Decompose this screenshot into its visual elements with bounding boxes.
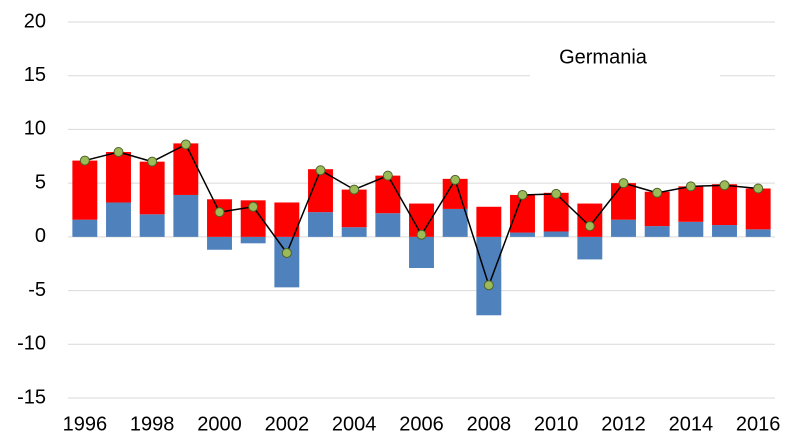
bar-segment — [611, 183, 636, 220]
bar-segment — [745, 229, 771, 237]
y-tick-label: -15 — [17, 386, 46, 408]
bar-segment — [611, 219, 636, 237]
bar-segment — [577, 203, 603, 237]
bar-segment — [173, 194, 199, 237]
y-tick-label: 0 — [35, 225, 46, 247]
bar-segment — [712, 184, 737, 226]
y-tick-label: 10 — [24, 118, 46, 140]
x-tick-label: 2016 — [736, 413, 781, 435]
x-tick-label: 1996 — [63, 413, 108, 435]
bar-segment — [678, 186, 704, 222]
y-tick-label: 20 — [24, 10, 46, 32]
bar-segment — [678, 221, 704, 237]
line-marker — [281, 247, 292, 258]
bar-segment — [72, 219, 98, 237]
bar-segment — [510, 194, 535, 233]
bar-segment — [409, 236, 434, 269]
line-marker — [719, 180, 730, 191]
line-marker — [685, 181, 696, 192]
bar-segment — [341, 189, 367, 228]
line-marker — [753, 183, 764, 194]
line-marker — [248, 201, 259, 212]
bar-segment — [712, 225, 737, 237]
line-marker — [416, 229, 427, 240]
line-marker — [483, 280, 494, 291]
bar-segment — [510, 232, 535, 237]
bar-segment — [476, 236, 502, 316]
bar-segment — [207, 236, 232, 250]
x-tick-label: 2004 — [332, 413, 377, 435]
line-marker — [618, 178, 629, 189]
bar-segment — [476, 206, 502, 237]
bar-segment — [139, 161, 165, 215]
bar-segment — [375, 175, 401, 214]
bar-segment — [240, 236, 266, 244]
bar-segment — [106, 202, 131, 237]
line-marker — [382, 170, 393, 181]
y-tick-label: 15 — [24, 64, 46, 86]
y-tick-label: -10 — [17, 333, 46, 355]
line-marker — [147, 156, 158, 167]
line-marker — [315, 165, 326, 176]
line-marker — [113, 146, 124, 157]
bar-segment — [139, 214, 165, 237]
chart-title: Germania — [559, 46, 648, 68]
x-tick-label: 2006 — [399, 413, 444, 435]
bar-segment — [442, 208, 468, 237]
line-marker — [551, 188, 562, 199]
bar-segment — [106, 151, 131, 203]
line-marker — [79, 155, 90, 166]
x-tick-label: 2014 — [669, 413, 714, 435]
line-marker — [584, 221, 595, 232]
line-marker — [652, 187, 663, 198]
bar-segment — [274, 236, 300, 288]
x-tick-label: 2000 — [197, 413, 242, 435]
line-marker — [517, 189, 528, 200]
bar-segment — [644, 226, 670, 237]
bar-segment — [207, 199, 232, 237]
x-tick-label: 2010 — [534, 413, 579, 435]
bar-segment — [577, 236, 603, 260]
title-box — [530, 40, 720, 82]
x-tick-label: 2002 — [265, 413, 310, 435]
y-tick-label: 5 — [35, 171, 46, 193]
bar-segment — [341, 227, 367, 237]
line-marker — [180, 139, 191, 150]
bar-segment — [308, 212, 333, 237]
y-tick-label: -5 — [28, 279, 46, 301]
bar-segment — [543, 231, 569, 237]
x-tick-label: 2012 — [601, 413, 646, 435]
bar-segment — [543, 192, 569, 232]
bar-segment — [72, 160, 98, 220]
line-marker — [349, 184, 360, 195]
line-marker — [450, 174, 461, 185]
bar-segment — [745, 188, 771, 230]
bar-segment — [375, 213, 401, 237]
x-tick-label: 1998 — [130, 413, 175, 435]
x-tick-label: 2008 — [467, 413, 512, 435]
bar-segment — [173, 143, 199, 195]
line-marker — [214, 207, 225, 218]
